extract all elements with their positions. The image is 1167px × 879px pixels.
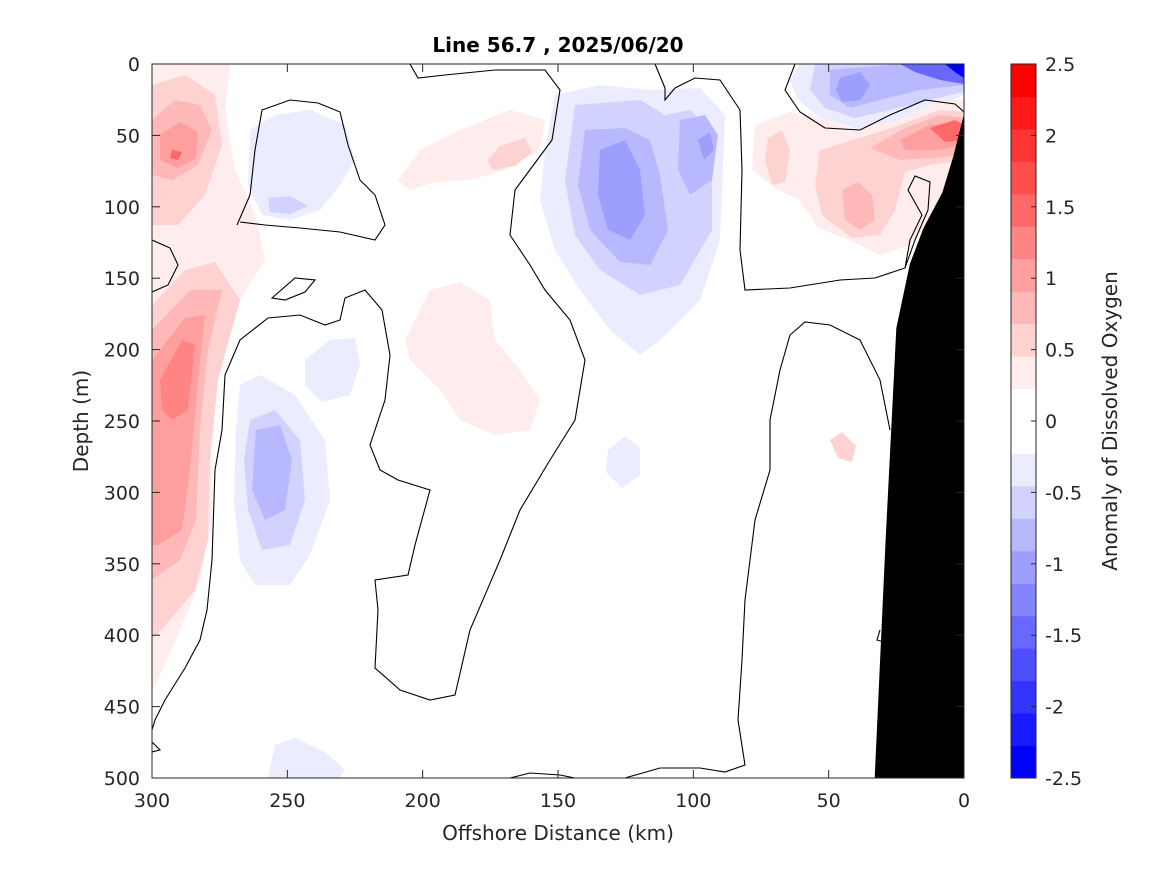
x-tick-label: 300	[134, 790, 170, 812]
colorbar-band	[1011, 680, 1036, 714]
contour-fill-positive	[405, 282, 540, 435]
y-tick-label: 50	[116, 125, 140, 147]
colorbar-band	[1011, 161, 1036, 195]
x-tick-label: 50	[817, 790, 841, 812]
zero-contour-line	[784, 64, 964, 131]
colorbar-band	[1011, 64, 1036, 97]
y-tick-label: 150	[104, 268, 140, 290]
colorbar-band	[1011, 713, 1036, 747]
colorbar-band	[1011, 323, 1036, 357]
y-tick-label: 250	[104, 411, 140, 433]
contour-fill-negative	[252, 425, 292, 520]
y-tick-label: 0	[128, 54, 140, 76]
colorbar-tick-label: -1.5	[1045, 625, 1082, 647]
y-tick-label: 350	[104, 554, 140, 576]
colorbar-tick-label: -0.5	[1045, 482, 1082, 504]
y-axis: 0 50 100 150 200 250 300 350 400 450 500	[104, 54, 964, 790]
colorbar-band	[1011, 615, 1036, 649]
x-tick-label: 100	[675, 790, 711, 812]
chart-title: Line 56.7 , 2025/06/20	[432, 33, 683, 57]
zero-contour-lines	[152, 64, 964, 778]
contour-fill-positive	[930, 120, 964, 142]
colorbar-tick-label: -2.5	[1045, 768, 1082, 790]
colorbar-band	[1011, 550, 1036, 584]
zero-contour-line	[152, 741, 162, 753]
colorbar-band	[1011, 226, 1036, 260]
contour-fill-positive	[830, 432, 856, 462]
bathymetry-mask	[874, 113, 964, 778]
contour-fill-negative	[945, 64, 964, 78]
contour-fill-negative	[305, 338, 360, 402]
colorbar-band	[1011, 128, 1036, 162]
y-tick-label: 400	[104, 625, 140, 647]
colorbar-band	[1011, 421, 1036, 454]
colorbar-tick-label: -2	[1045, 697, 1064, 719]
x-tick-label: 250	[269, 790, 305, 812]
contour-fill-positive	[398, 110, 545, 190]
colorbar-band	[1011, 356, 1036, 390]
contour-fill-positive	[842, 182, 875, 230]
contour-fill-positive	[765, 130, 790, 185]
y-tick-label: 100	[104, 197, 140, 219]
contour-fill-negative	[268, 196, 308, 214]
colorbar-band	[1011, 193, 1036, 227]
contour-fill-negative	[606, 436, 640, 488]
zero-contour-line	[236, 99, 386, 241]
colorbar-tick-label: 2	[1045, 125, 1057, 147]
x-axis-label: Offshore Distance (km)	[442, 821, 674, 845]
contour-fill-positive	[170, 150, 182, 160]
colorbar-band	[1011, 291, 1036, 325]
colorbar-tick-label: 1.5	[1045, 197, 1075, 219]
colorbar-band	[1011, 485, 1036, 519]
zero-contour-line	[654, 64, 931, 291]
colorbar-band	[1011, 518, 1036, 552]
y-tick-label: 200	[104, 340, 140, 362]
colorbar-tick-label: 0.5	[1045, 340, 1075, 362]
colorbar-band	[1011, 583, 1036, 617]
colorbar-tick-label: -1	[1045, 554, 1064, 576]
x-tick-label: 200	[405, 790, 441, 812]
colorbar-band	[1011, 453, 1036, 487]
colorbar-band	[1011, 258, 1036, 292]
y-tick-label: 300	[104, 482, 140, 504]
contour-fill-negative	[598, 140, 645, 240]
colorbar-band	[1011, 388, 1036, 422]
zero-contour-line	[270, 277, 317, 301]
y-tick-label: 500	[104, 768, 140, 790]
contour-fill-negative	[698, 132, 714, 160]
contour-fill-negative	[836, 72, 870, 102]
contour-fill-negative	[900, 64, 964, 84]
contour-fill-negative	[268, 738, 345, 778]
x-tick-label: 0	[958, 790, 970, 812]
colorbar-band	[1011, 648, 1036, 682]
contour-fill-positive	[488, 138, 532, 170]
y-axis-label: Depth (m)	[69, 370, 93, 472]
colorbar-tick-label: 2.5	[1045, 54, 1075, 76]
colorbar-tick-label: 1	[1045, 268, 1057, 290]
x-tick-label: 150	[540, 790, 576, 812]
colorbar: 2.5 2 1.5 1 0.5 0 -0.5 -1 -1.5 -2 -2.5	[1010, 54, 1082, 790]
colorbar-band	[1011, 96, 1036, 130]
x-axis: 300 250 200 150 100 50 0	[134, 64, 970, 812]
y-tick-label: 450	[104, 697, 140, 719]
colorbar-tick-label: 0	[1045, 411, 1057, 433]
colorbar-band	[1011, 745, 1036, 779]
zero-contour-line	[152, 239, 179, 293]
contour-field	[152, 64, 964, 778]
zero-contour-line	[152, 64, 586, 731]
zero-contour-line	[624, 321, 891, 778]
contour-fill-positive	[160, 340, 195, 420]
contour-fill-negative	[248, 110, 355, 220]
contour-fill-positive	[160, 122, 198, 168]
colorbar-label: Anomaly of Dissolved Oxygen	[1098, 271, 1122, 571]
zero-contour-line	[509, 772, 576, 778]
